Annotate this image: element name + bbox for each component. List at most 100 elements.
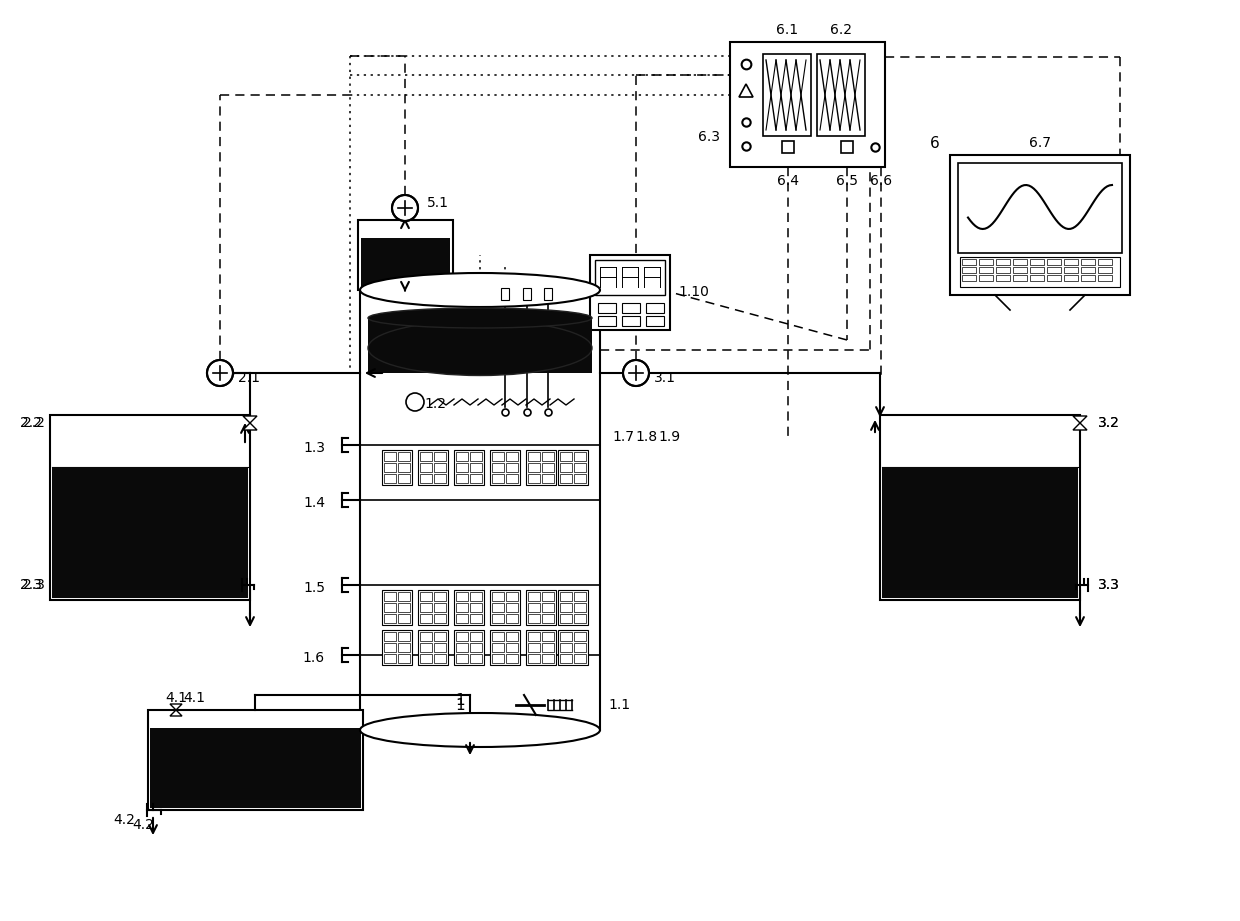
Bar	[420, 643, 432, 652]
Bar	[398, 603, 410, 612]
Polygon shape	[739, 84, 753, 97]
Bar	[490, 450, 520, 485]
Bar	[1064, 275, 1078, 281]
Bar	[526, 630, 556, 665]
Bar	[560, 463, 572, 472]
Bar	[574, 452, 587, 461]
Text: 3.3: 3.3	[1097, 578, 1120, 592]
Bar	[398, 632, 410, 641]
Bar	[528, 592, 539, 601]
Bar	[598, 316, 616, 326]
Ellipse shape	[360, 713, 600, 747]
Bar	[420, 654, 432, 663]
Bar	[560, 632, 572, 641]
Bar	[384, 632, 396, 641]
Bar	[1047, 259, 1061, 265]
Bar	[456, 452, 467, 461]
Text: 5.1: 5.1	[427, 196, 449, 210]
Bar	[506, 614, 518, 623]
Bar	[560, 603, 572, 612]
Bar	[420, 614, 432, 623]
Bar	[506, 592, 518, 601]
Bar	[560, 474, 572, 483]
Text: 1.3: 1.3	[303, 441, 325, 455]
Circle shape	[392, 195, 418, 221]
Bar	[456, 463, 467, 472]
Bar	[361, 238, 450, 287]
Bar	[1081, 267, 1095, 273]
Bar	[560, 614, 572, 623]
Bar	[420, 603, 432, 612]
Bar	[148, 710, 363, 810]
Ellipse shape	[360, 273, 600, 307]
Bar	[506, 452, 518, 461]
Bar	[980, 259, 993, 265]
Bar	[763, 54, 811, 136]
Bar	[470, 614, 482, 623]
Bar	[528, 463, 539, 472]
Bar	[558, 450, 588, 485]
Text: 3.2: 3.2	[1097, 416, 1120, 430]
Bar	[962, 267, 976, 273]
Bar	[542, 614, 554, 623]
Bar	[470, 654, 482, 663]
Circle shape	[405, 393, 424, 411]
Bar	[384, 463, 396, 472]
Bar	[418, 590, 448, 625]
Ellipse shape	[368, 308, 591, 328]
Bar	[528, 632, 539, 641]
Bar	[528, 614, 539, 623]
Text: 1: 1	[455, 693, 465, 707]
Bar	[492, 603, 503, 612]
Bar	[506, 603, 518, 612]
Bar	[542, 463, 554, 472]
Bar	[490, 630, 520, 665]
Bar	[490, 590, 520, 625]
Ellipse shape	[368, 321, 591, 376]
Bar	[1030, 275, 1044, 281]
Bar	[574, 463, 587, 472]
Bar	[418, 450, 448, 485]
Bar	[880, 415, 1080, 600]
Bar	[382, 630, 412, 665]
Bar	[52, 417, 248, 467]
Bar	[492, 474, 503, 483]
Bar	[542, 654, 554, 663]
Bar	[418, 630, 448, 665]
Text: 4.1: 4.1	[184, 691, 205, 705]
Bar	[622, 316, 640, 326]
Bar	[384, 603, 396, 612]
Bar	[1030, 267, 1044, 273]
Bar	[454, 450, 484, 485]
Bar	[1013, 267, 1027, 273]
Text: 4.2: 4.2	[133, 818, 154, 832]
Text: 1: 1	[455, 697, 465, 713]
Bar	[420, 474, 432, 483]
Bar	[782, 141, 794, 153]
Bar	[506, 654, 518, 663]
Bar	[150, 728, 361, 808]
Bar	[398, 452, 410, 461]
Bar	[456, 603, 467, 612]
Bar	[960, 257, 1120, 287]
Text: 3.2: 3.2	[1097, 416, 1120, 430]
Bar	[528, 654, 539, 663]
Bar	[454, 590, 484, 625]
Bar	[574, 474, 587, 483]
Bar	[882, 417, 1078, 467]
Bar	[528, 603, 539, 612]
Bar	[542, 603, 554, 612]
Bar	[470, 452, 482, 461]
Polygon shape	[1073, 416, 1087, 430]
Bar	[384, 452, 396, 461]
Text: 6.6: 6.6	[870, 174, 892, 188]
Bar	[384, 592, 396, 601]
Bar	[817, 54, 866, 136]
Polygon shape	[243, 416, 257, 430]
Bar	[980, 275, 993, 281]
Bar	[1097, 259, 1112, 265]
Bar	[420, 632, 432, 641]
Bar	[384, 474, 396, 483]
Bar	[50, 415, 250, 600]
Bar	[560, 452, 572, 461]
